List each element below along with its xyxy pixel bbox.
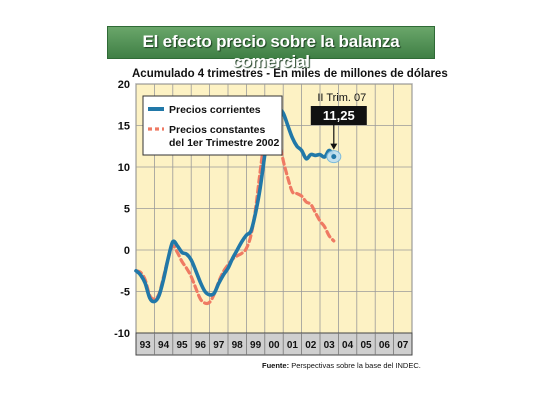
legend-box [142,95,283,156]
annotation-label: II Trim. 07 [317,92,366,104]
annotation-value: 11,25 [323,108,355,123]
x-tick-label: 00 [268,340,280,351]
x-tick-label: 02 [305,340,317,351]
x-tick-label: 98 [232,340,244,351]
y-tick-label: 15 [118,121,130,133]
x-axis-band [135,332,413,356]
source-note: Fuente: Perspectivas sobre la base del I… [262,361,421,370]
x-tick-label: 04 [342,340,354,351]
x-tick-label: 01 [287,340,299,351]
annotation-point [331,154,337,160]
legend-label-precios-corrientes: Precios corrientes [169,104,261,116]
y-tick-label: 0 [124,245,130,257]
legend-label-line-2: del 1er Trimestre 2002 [169,137,279,149]
y-tick-label: -5 [120,287,130,299]
y-tick-label: 5 [124,204,130,216]
x-tick-label: 97 [213,340,225,351]
x-tick-label: 03 [324,340,336,351]
chart-title: El efecto precio sobre la balanza comerc… [142,32,400,71]
legend-label-precios-constantes: Precios constantes del 1er Trimestre 2002 [169,124,279,149]
x-tick-label: 95 [176,340,188,351]
legend-label-line-1: Precios constantes [169,124,265,136]
x-tick-label: 94 [158,340,170,351]
source-label: Fuente: [262,361,290,370]
y-tick-label: 20 [118,79,130,91]
chart-subtitle: Acumulado 4 trimestres - En miles de mil… [132,68,448,80]
x-tick-label: 07 [397,340,409,351]
chart-title-banner: El efecto precio sobre la balanza comerc… [107,26,435,71]
x-tick-label: 99 [250,340,262,351]
annotation-value-box [310,106,367,125]
x-tick-label: 05 [360,340,372,351]
plot-area: 20 15 10 5 0 -5 -10 93 94 95 96 97 98 99 00 01 02 03 04 05 0… [114,79,413,356]
series-line-precios-corrientes [134,106,336,304]
x-tick-label: 93 [140,340,152,351]
y-tick-label: 10 [118,162,130,174]
y-tick-label: -10 [114,328,130,340]
x-tick-label: 06 [379,340,391,351]
x-tick-label: 96 [195,340,207,351]
source-text: Perspectivas sobre la base del INDEC. [291,361,421,370]
annotation-arrow-head [330,143,338,150]
